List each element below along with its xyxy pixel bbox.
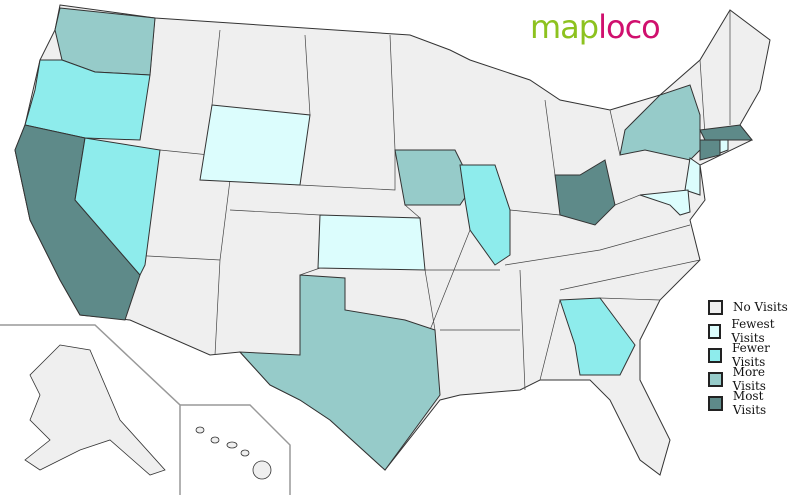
legend-label: More Visits [732,365,766,393]
state-kansas[interactable] [317,214,426,271]
legend-item-none: No Visits [708,295,800,319]
legend-item-fewest: Fewest Visits [708,317,800,345]
state-connecticut[interactable] [699,139,721,161]
state-alaska[interactable] [24,344,166,476]
legend-swatch [708,395,723,411]
maploco-logo: maploco [530,8,661,46]
state-maryland-delaware[interactable] [639,189,691,216]
state-new-york[interactable] [619,84,701,161]
state-oregon[interactable] [24,59,151,141]
visited-states [14,7,754,471]
state-wyoming[interactable] [199,104,311,186]
legend-item-most: Most Visits [708,389,800,417]
legend-swatch [708,299,723,315]
legend-label: Fewer Visits [731,341,770,369]
legend-label: Most Visits [732,389,767,417]
state-new-jersey[interactable] [684,157,701,196]
state-iowa[interactable] [394,149,471,206]
state-georgia[interactable] [559,297,636,376]
legend-swatch [708,371,723,387]
inset-border [0,324,181,495]
state-rhode-island[interactable] [719,139,729,154]
legend-label: No Visits [733,300,788,314]
logo-text-map: map [530,8,599,46]
legend-swatch [708,323,722,339]
legend-swatch [708,347,722,363]
state-texas[interactable] [238,274,441,471]
state-nevada[interactable] [74,137,161,276]
map-legend: No Visits Fewest Visits Fewer Visits Mor… [708,295,800,417]
state-ohio[interactable] [554,159,616,226]
legend-label: Fewest Visits [731,317,775,345]
legend-item-fewer: Fewer Visits [708,341,800,369]
logo-text-loco: loco [598,8,661,46]
state-massachusetts[interactable] [699,124,754,141]
state-illinois[interactable] [459,164,511,266]
hawaii-inset-border [180,404,291,495]
legend-item-more: More Visits [708,365,800,393]
state-hawaii[interactable] [195,426,272,480]
